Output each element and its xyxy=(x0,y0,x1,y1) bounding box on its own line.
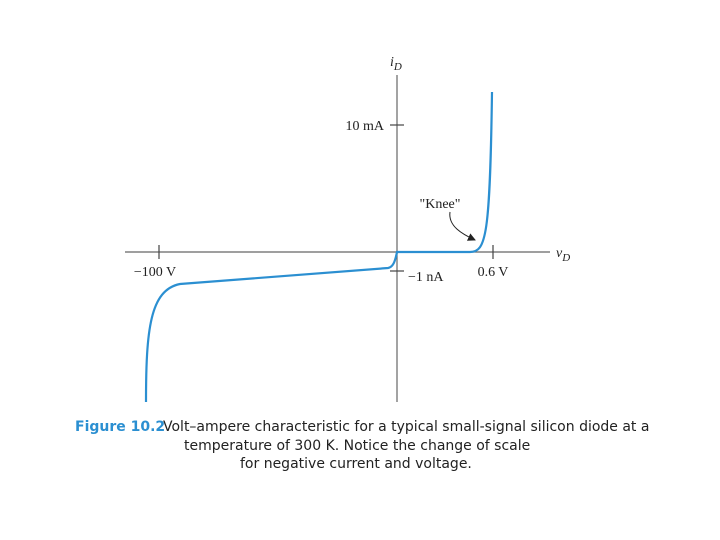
tick-label: 10 mA xyxy=(346,119,385,134)
caption-label: Figure 10.2 xyxy=(75,419,165,435)
caption-line: for negative current and voltage. xyxy=(240,456,472,472)
knee-arrow xyxy=(449,211,476,241)
caption-line: Volt–ampere characteristic for a typical… xyxy=(163,419,649,435)
diode-curve xyxy=(144,91,494,403)
x-axis-label: vD xyxy=(556,246,570,264)
tick-label: −100 V xyxy=(134,265,176,280)
caption-line: temperature of 300 K. Notice the change … xyxy=(184,438,530,454)
tick-label: 0.6 V xyxy=(478,265,509,280)
annotation: "Knee" xyxy=(420,197,461,212)
tick-label: −1 nA xyxy=(408,270,444,285)
y-axis-label: iD xyxy=(390,55,402,73)
